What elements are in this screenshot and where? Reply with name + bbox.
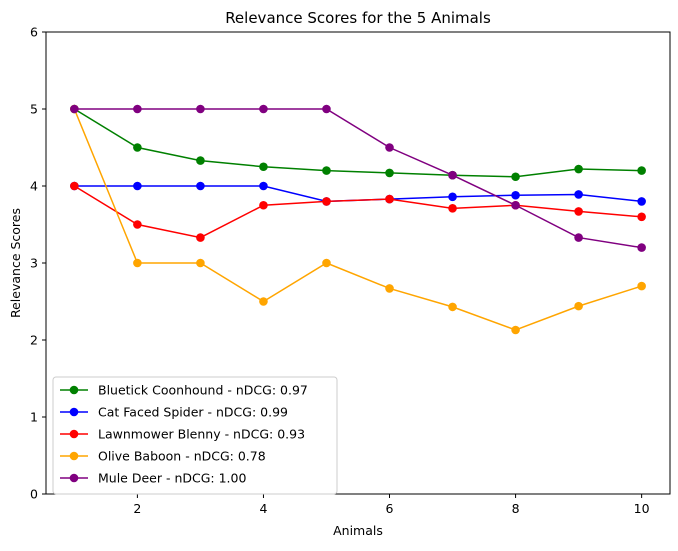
legend-box	[52, 376, 338, 495]
data-point	[511, 172, 520, 182]
chart-title: Relevance Scores for the 5 Animals	[225, 9, 491, 27]
series-line	[73, 108, 642, 178]
data-point	[511, 325, 520, 335]
plot-series	[70, 104, 646, 335]
x-tick-label: 6	[386, 501, 394, 516]
series-line	[74, 185, 642, 203]
data-point	[259, 181, 268, 191]
data-point	[322, 258, 331, 268]
data-point	[322, 104, 331, 114]
data-point	[385, 168, 394, 178]
legend-item: Bluetick Coonhound - nDCG: 0.97	[60, 383, 308, 398]
data-point	[133, 104, 142, 114]
data-point	[448, 204, 457, 213]
data-point	[637, 197, 646, 206]
legend-label: Lawnmower Blenny - nDCG: 0.93	[98, 427, 305, 442]
series-4	[70, 104, 646, 252]
data-point	[70, 104, 79, 114]
series-line	[74, 108, 642, 249]
legend-label: Cat Faced Spider - nDCG: 0.99	[98, 405, 288, 420]
data-point	[385, 284, 394, 293]
x-tick-label: 8	[512, 501, 520, 516]
data-point	[637, 212, 646, 222]
legend-marker	[69, 429, 79, 439]
y-tick-label: 5	[30, 102, 38, 117]
y-tick-label: 4	[30, 179, 38, 194]
series-line	[73, 108, 642, 331]
y-tick-label: 1	[30, 410, 38, 425]
data-point	[196, 156, 205, 165]
data-point	[259, 200, 268, 210]
data-point	[448, 302, 457, 312]
series-2	[70, 181, 646, 242]
data-point	[259, 162, 268, 172]
legend-item: Olive Baboon - nDCG: 0.78	[60, 449, 266, 464]
legend-marker	[69, 473, 79, 483]
data-point	[385, 194, 394, 204]
y-tick-label: 6	[30, 25, 38, 40]
x-tick-label: 4	[259, 501, 267, 516]
data-point	[637, 166, 646, 175]
data-point	[637, 243, 646, 252]
legend-item: Mule Deer - nDCG: 1.00	[60, 471, 246, 486]
data-point	[385, 143, 394, 152]
data-point	[196, 233, 205, 242]
data-point	[133, 143, 142, 152]
data-point	[133, 258, 142, 268]
legend-label: Mule Deer - nDCG: 1.00	[98, 471, 246, 486]
x-tick-label: 2	[133, 501, 141, 516]
data-point	[196, 181, 205, 191]
legend-marker	[69, 451, 79, 461]
series-line	[73, 185, 642, 239]
series-0	[70, 104, 646, 182]
data-point	[574, 164, 583, 174]
data-point	[196, 258, 205, 268]
data-point	[574, 301, 583, 311]
data-point	[259, 297, 268, 306]
series-3	[70, 104, 646, 335]
x-tick-label: 10	[634, 501, 650, 516]
data-point	[259, 104, 268, 114]
y-tick-label: 3	[30, 256, 38, 271]
legend: Bluetick Coonhound - nDCG: 0.97 Cat Faced…	[52, 376, 338, 495]
data-point	[322, 166, 331, 175]
legend-label: Bluetick Coonhound - nDCG: 0.97	[98, 383, 308, 398]
x-axis-label: Animals	[333, 523, 383, 538]
legend-marker	[69, 385, 79, 395]
data-point	[511, 200, 520, 210]
data-point	[448, 170, 457, 180]
data-point	[511, 190, 520, 200]
data-point	[448, 192, 457, 202]
axis-ticks: 2 4 6 8 10 0 1 2 3 4 5 6	[30, 25, 650, 517]
data-point	[133, 220, 142, 229]
data-point	[133, 181, 142, 191]
data-point	[196, 104, 205, 114]
legend-label: Olive Baboon - nDCG: 0.78	[98, 449, 266, 464]
data-point	[574, 207, 583, 216]
legend-marker	[69, 407, 79, 417]
data-point	[322, 197, 331, 206]
y-tick-label: 0	[30, 487, 38, 502]
data-point	[574, 233, 583, 242]
legend-item: Lawnmower Blenny - nDCG: 0.93	[60, 427, 305, 442]
y-axis-label: Relevance Scores	[8, 208, 23, 318]
series-1	[70, 181, 646, 206]
y-tick-label: 2	[30, 333, 38, 348]
data-point	[70, 181, 79, 191]
plot-frame	[45, 31, 671, 495]
data-point	[574, 190, 583, 199]
data-point	[637, 281, 646, 291]
legend-item: Cat Faced Spider - nDCG: 0.99	[60, 405, 288, 420]
